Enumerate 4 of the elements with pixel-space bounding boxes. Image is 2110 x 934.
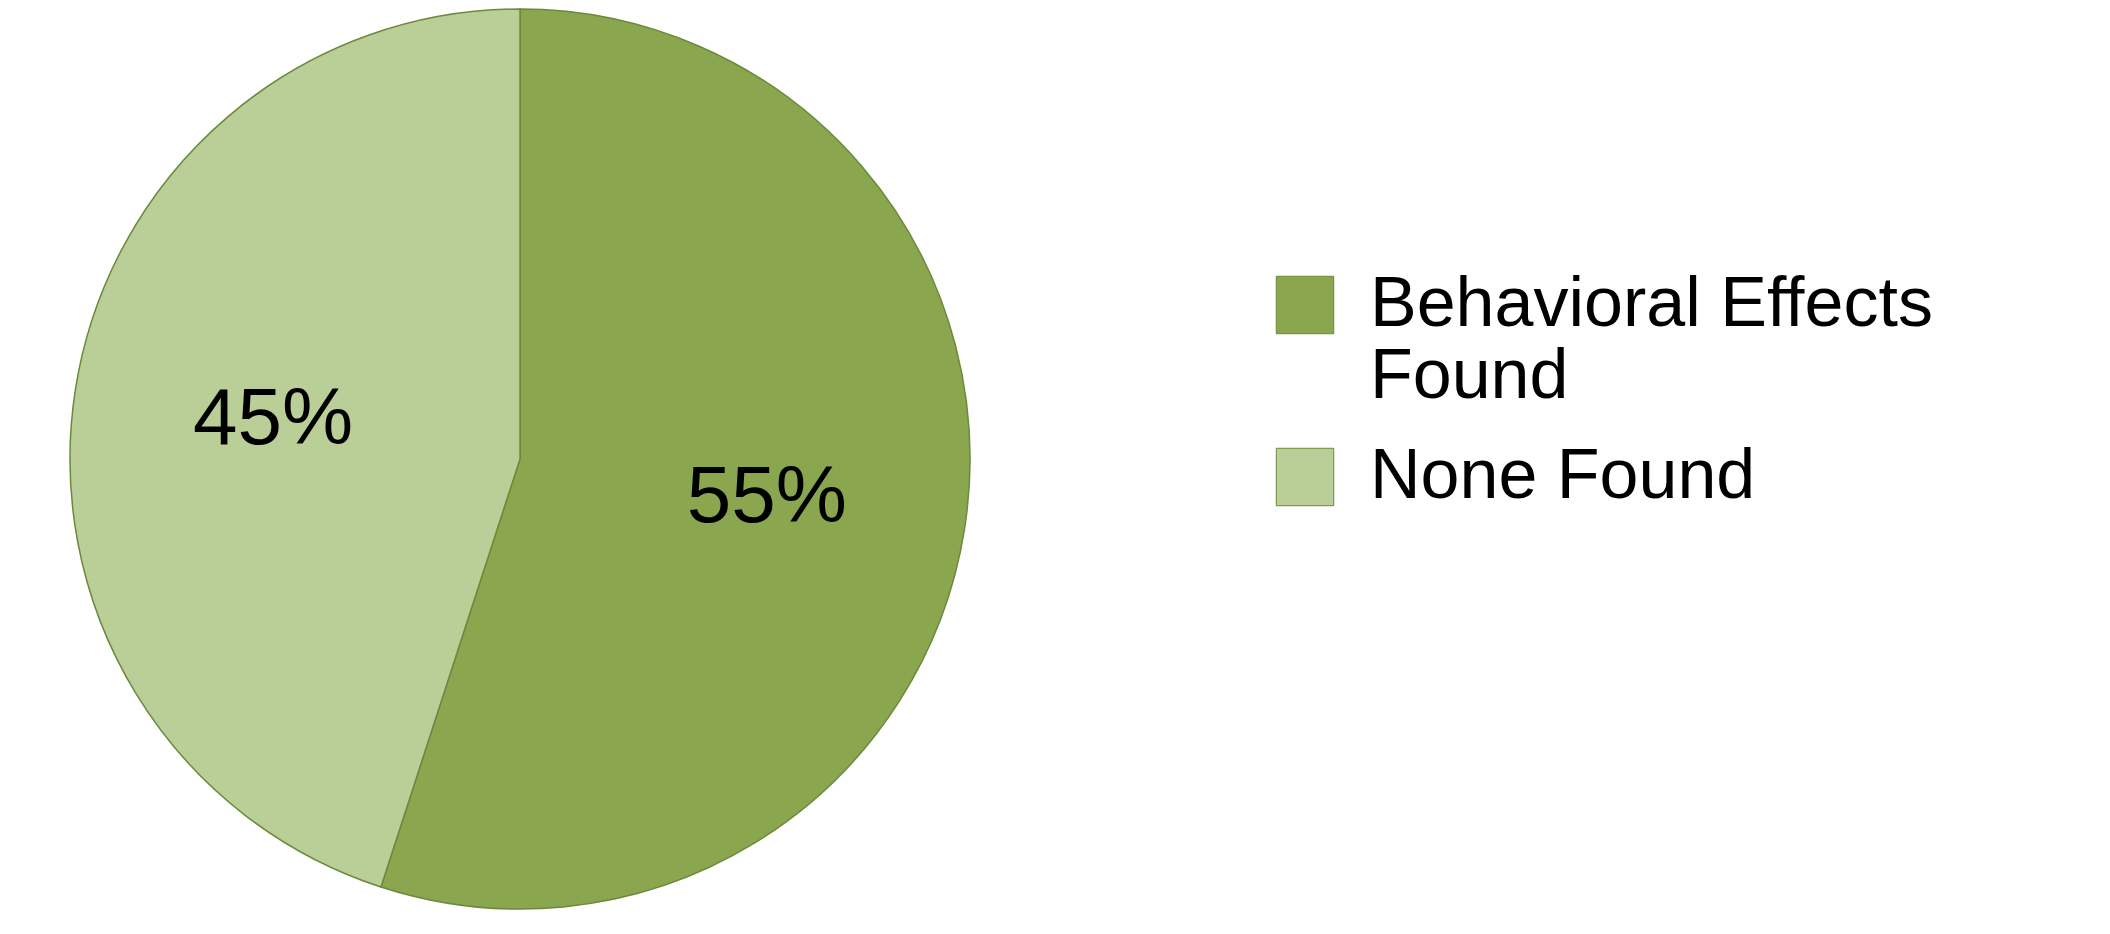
data-label: 55% <box>686 450 847 540</box>
legend-label: Behavioral Effects Found <box>1370 263 1933 413</box>
data-label: 45% <box>193 371 354 461</box>
legend-label: None Found <box>1370 435 1756 513</box>
